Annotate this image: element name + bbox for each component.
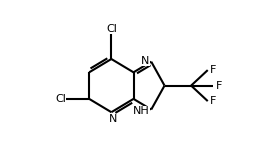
Text: F: F — [210, 65, 216, 75]
Text: Cl: Cl — [106, 24, 117, 34]
Text: F: F — [215, 81, 222, 91]
Text: N: N — [141, 56, 150, 66]
Text: NH: NH — [133, 106, 150, 116]
Text: F: F — [210, 96, 216, 106]
Text: N: N — [109, 114, 117, 124]
Text: Cl: Cl — [55, 94, 66, 104]
